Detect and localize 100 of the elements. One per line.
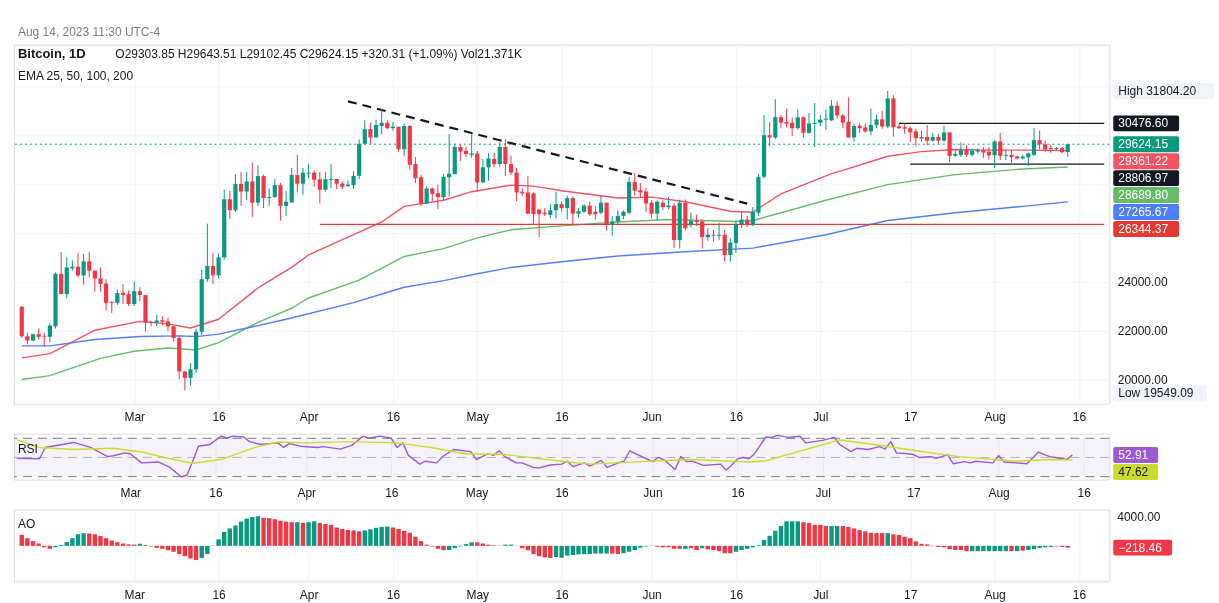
text: 27265.67 <box>1118 205 1169 220</box>
x-tick-label: Jun <box>642 410 662 425</box>
x-tick-label: 16 <box>1077 486 1092 501</box>
candlestick <box>508 155 514 176</box>
candlestick <box>278 182 283 222</box>
candlestick <box>722 229 727 263</box>
candlestick <box>728 237 733 263</box>
data-label: 28806.97 <box>1118 171 1169 186</box>
x-tick-label: Jun <box>643 486 663 501</box>
candlestick <box>733 220 739 254</box>
candlestick <box>1037 129 1042 150</box>
x-tick-label: Apr <box>299 587 319 602</box>
annotation: RSI <box>17 441 38 456</box>
text: Aug 14, 2023 11:30 UTC-4 <box>17 24 161 39</box>
bar <box>677 545 682 549</box>
bar <box>610 545 615 554</box>
candlestick <box>441 173 446 201</box>
x-tick-label: Jul <box>813 410 829 425</box>
annotation: AO <box>17 517 36 532</box>
bar <box>795 521 800 546</box>
candlestick <box>379 108 384 135</box>
candlestick <box>424 185 429 205</box>
bar <box>475 542 480 546</box>
x-tick-label: 16 <box>555 587 570 602</box>
candlestick <box>317 171 322 204</box>
candlestick <box>700 219 705 250</box>
candlestick <box>486 152 491 182</box>
candlestick <box>480 158 485 184</box>
bar <box>87 533 92 546</box>
candlestick <box>244 171 249 201</box>
bar <box>683 545 688 549</box>
candlestick <box>604 202 609 232</box>
x-tick-label: 16 <box>1072 587 1087 602</box>
x-tick-label: 16 <box>731 486 746 501</box>
candlestick <box>896 123 902 130</box>
candlestick <box>272 178 277 199</box>
chart-subtitle: O29303.85 H29643.51 L29102.45 C29624.15 +320.31 (+1.09%) Vol21.371K <box>115 46 522 61</box>
bar <box>1009 545 1014 552</box>
x-tick-label: 16 <box>729 587 744 602</box>
bar <box>47 545 53 549</box>
x-tick-label: 16 <box>386 410 401 425</box>
candlestick <box>801 115 806 138</box>
x-tick-label: 16 <box>555 410 570 425</box>
candlestick <box>267 188 272 207</box>
text: 4000.00 <box>1117 510 1161 525</box>
text: −218.46 <box>1118 540 1163 555</box>
y-tick-label: 20000.00 <box>1117 372 1169 387</box>
candlestick <box>98 266 103 293</box>
candlestick <box>947 131 952 163</box>
candlestick <box>655 199 660 222</box>
text: Low 19549.09 <box>1118 386 1194 401</box>
bar <box>295 522 300 546</box>
candlestick <box>615 209 620 225</box>
text: High 31804.20 <box>1118 84 1197 99</box>
candlestick <box>711 229 716 243</box>
candlestick <box>435 184 440 210</box>
candlestick <box>610 215 615 237</box>
candlestick <box>925 124 930 146</box>
candlestick <box>216 253 221 279</box>
x-tick-label: Apr <box>299 410 319 425</box>
candlestick <box>205 223 210 283</box>
x-tick-label: Jul <box>813 587 829 602</box>
candlestick <box>250 162 255 218</box>
text: 52.91 <box>1118 447 1149 462</box>
x-tick-label: Jul <box>815 486 831 501</box>
candlestick <box>188 362 193 387</box>
candlestick <box>649 199 654 219</box>
candlestick <box>132 281 137 307</box>
candlestick <box>87 251 92 278</box>
annotation: EMA 25, 50, 100, 200 <box>17 68 134 83</box>
bar <box>1020 545 1025 551</box>
x-tick-label: 16 <box>1072 410 1087 425</box>
candlestick <box>104 278 109 311</box>
candlestick <box>570 195 575 226</box>
x-tick-label: Aug <box>984 410 1006 425</box>
candlestick <box>59 251 64 295</box>
candlestick <box>165 317 171 332</box>
x-tick-label: May <box>466 410 490 425</box>
x-tick-label: Mar <box>120 486 142 501</box>
candlestick <box>283 190 289 217</box>
x-tick-label: Aug <box>988 486 1010 501</box>
candlestick <box>1003 148 1008 161</box>
chart-title: Bitcoin, 1D <box>17 45 86 61</box>
x-tick-label: 16 <box>729 410 744 425</box>
line-series <box>21 166 1069 381</box>
candlestick <box>773 98 778 140</box>
candlestick <box>47 322 52 344</box>
y-tick-label: 22000.00 <box>1117 323 1169 338</box>
x-tick-label: 16 <box>555 486 570 501</box>
data-label: 26344.37 <box>1118 221 1169 236</box>
candlestick <box>368 122 373 145</box>
candlestick <box>716 222 722 241</box>
candlestick <box>913 128 918 147</box>
data-label: 30476.60 <box>1118 116 1169 131</box>
x-tick-label: Jun <box>642 587 662 602</box>
candlestick <box>514 167 519 202</box>
candlestick <box>261 174 266 209</box>
x-tick-label: Apr <box>297 486 317 501</box>
candlestick <box>598 195 604 215</box>
candlestick <box>492 152 497 168</box>
